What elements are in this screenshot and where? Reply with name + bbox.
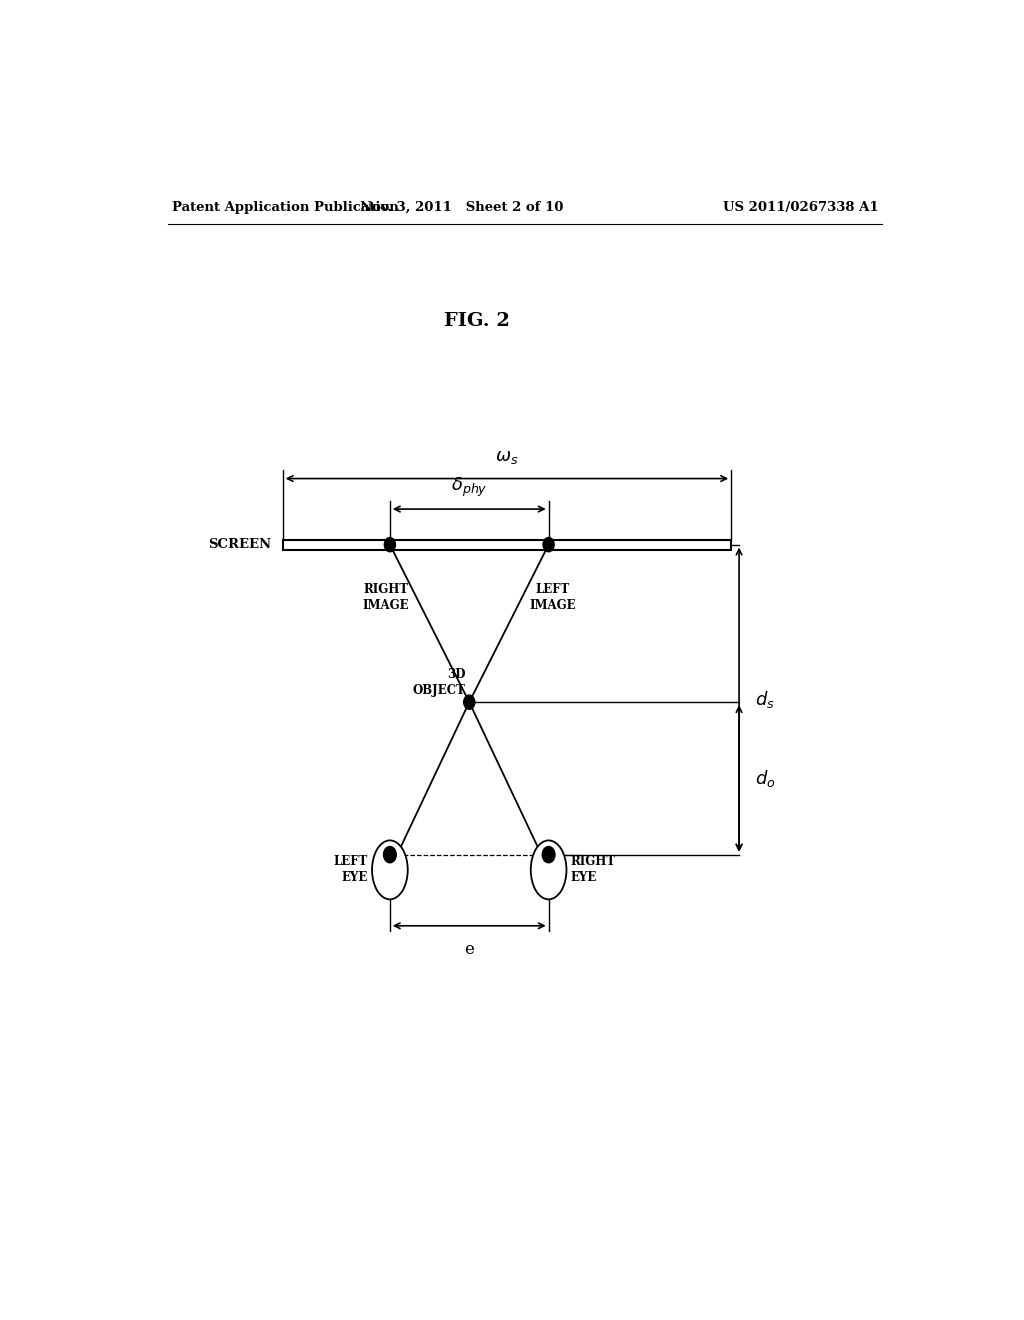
Text: $d_o$: $d_o$ <box>755 768 775 789</box>
Text: e: e <box>464 941 474 958</box>
Ellipse shape <box>372 841 408 899</box>
Text: FIG. 2: FIG. 2 <box>444 312 510 330</box>
Ellipse shape <box>530 841 566 899</box>
Text: RIGHT
IMAGE: RIGHT IMAGE <box>362 583 410 612</box>
Text: Patent Application Publication: Patent Application Publication <box>172 201 398 214</box>
Circle shape <box>543 846 555 863</box>
Circle shape <box>464 696 475 709</box>
Text: 3D
OBJECT: 3D OBJECT <box>413 668 465 697</box>
Text: US 2011/0267338 A1: US 2011/0267338 A1 <box>723 201 879 214</box>
Text: SCREEN: SCREEN <box>208 539 270 552</box>
Text: $d_s$: $d_s$ <box>755 689 775 710</box>
Text: $\omega_s$: $\omega_s$ <box>496 449 518 466</box>
Text: Nov. 3, 2011   Sheet 2 of 10: Nov. 3, 2011 Sheet 2 of 10 <box>359 201 563 214</box>
Circle shape <box>384 846 396 863</box>
Text: LEFT
EYE: LEFT EYE <box>334 855 368 884</box>
Text: $\delta_{phy}$: $\delta_{phy}$ <box>451 475 487 499</box>
FancyBboxPatch shape <box>283 540 731 549</box>
Circle shape <box>384 537 395 552</box>
Text: RIGHT
EYE: RIGHT EYE <box>570 855 615 884</box>
Text: LEFT
IMAGE: LEFT IMAGE <box>529 583 575 612</box>
Circle shape <box>543 537 554 552</box>
